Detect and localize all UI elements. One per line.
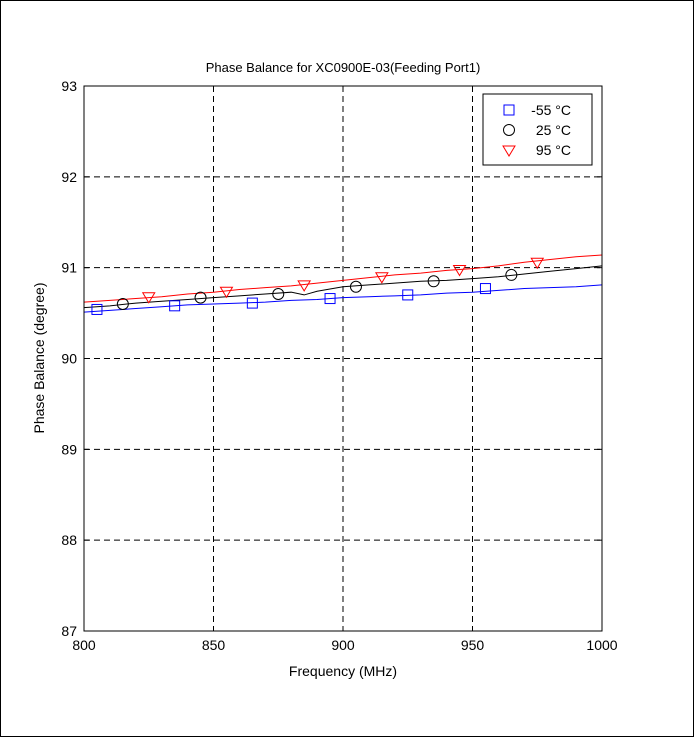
y-tick-label: 92 <box>61 169 77 185</box>
x-tick-label: 950 <box>461 637 485 653</box>
y-tick-label: 93 <box>61 78 77 94</box>
legend-box <box>482 93 593 166</box>
y-tick-label: 87 <box>61 623 77 639</box>
series-3-marker <box>374 272 389 284</box>
series-3-marker <box>297 280 312 292</box>
y-tick-label: 91 <box>61 260 77 276</box>
x-tick-label: 1000 <box>586 637 617 653</box>
series-1-marker <box>91 303 103 315</box>
x-tick-label: 800 <box>72 637 96 653</box>
legend-marker-1 <box>503 104 515 116</box>
series-1-marker <box>402 289 414 301</box>
series-line-1 <box>83 284 603 313</box>
legend-marker-3 <box>502 145 516 157</box>
series-1-marker <box>246 297 258 309</box>
series-3-marker <box>530 257 545 270</box>
series-2-marker <box>505 268 518 281</box>
x-tick-label: 900 <box>331 637 355 653</box>
x-axis-label: Frequency (MHz) <box>289 663 397 679</box>
series-3-marker <box>141 292 156 304</box>
series-3-marker <box>219 286 234 299</box>
y-tick-label: 89 <box>61 441 77 457</box>
legend-label-3: 95 °C <box>536 142 571 158</box>
x-tick-label: 850 <box>202 637 226 653</box>
y-axis-label: Phase Balance (degree) <box>31 283 47 434</box>
y-tick-label: 88 <box>61 532 77 548</box>
series-2-marker <box>349 280 362 293</box>
series-2-marker <box>427 275 440 288</box>
series-2-marker <box>116 298 129 310</box>
series-2-marker <box>194 291 207 304</box>
chart-title: Phase Balance for XC0900E-03(Feeding Por… <box>206 60 481 75</box>
grid-lines <box>84 86 602 631</box>
legend: -55 °C 25 °C 95 °C <box>482 93 593 166</box>
series-markers <box>91 257 545 315</box>
legend-marker-2 <box>503 124 515 136</box>
legend-label-1: -55 °C <box>531 102 571 118</box>
series-3-marker <box>452 264 467 277</box>
axis-ticks <box>83 85 603 632</box>
y-tick-labels: 87 88 89 90 91 92 93 <box>61 78 77 639</box>
series-line-3 <box>83 254 603 303</box>
series-1-marker <box>169 300 181 312</box>
x-tick-labels: 800 850 900 950 1000 <box>72 637 617 653</box>
legend-label-2: 25 °C <box>536 122 571 138</box>
y-tick-label: 90 <box>61 351 77 367</box>
series-1-marker <box>324 293 336 305</box>
series-1-marker <box>479 283 491 295</box>
series-2-marker <box>272 288 285 301</box>
